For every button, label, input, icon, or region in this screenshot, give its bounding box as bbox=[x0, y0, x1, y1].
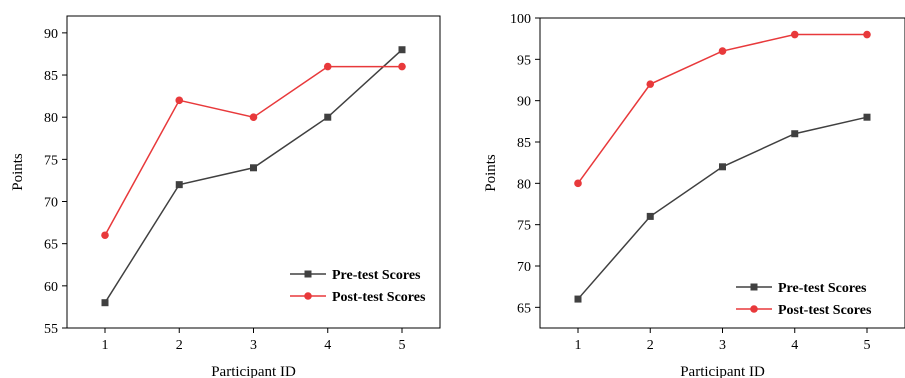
data-point bbox=[101, 299, 109, 307]
data-point bbox=[574, 295, 582, 303]
chart-1: 55 60 65 70 75 80 85 90 1 2 3 4 5 Participant ID Point… bbox=[10, 15, 441, 378]
series-pre-test-scores bbox=[574, 113, 871, 303]
y-tick-label: 75 bbox=[517, 219, 531, 234]
y-tick-label: 95 bbox=[517, 53, 531, 68]
y-tick-label: 80 bbox=[517, 177, 531, 192]
data-point bbox=[791, 130, 799, 138]
series-pre-test-scores bbox=[101, 46, 406, 307]
data-point bbox=[646, 80, 655, 88]
legend-marker bbox=[750, 305, 758, 313]
y-tick-label: 55 bbox=[44, 322, 58, 337]
legend-marker bbox=[750, 283, 758, 291]
x-tick-label: 3 bbox=[250, 338, 257, 353]
x-tick-label: 4 bbox=[324, 338, 331, 353]
legend-label: Post-test Scores bbox=[332, 290, 426, 305]
series-line bbox=[104, 65, 402, 236]
x-tick-label: 3 bbox=[719, 338, 726, 353]
data-point bbox=[863, 30, 871, 39]
data-point bbox=[863, 113, 871, 121]
x-tick-label: 1 bbox=[102, 338, 109, 353]
y-tick-label: 90 bbox=[517, 95, 531, 110]
y-tick-label: 70 bbox=[44, 196, 58, 211]
legend-label: Pre-test Scores bbox=[778, 281, 867, 296]
y-tick-label: 85 bbox=[44, 69, 58, 84]
series-line bbox=[577, 116, 868, 300]
data-point bbox=[323, 62, 332, 71]
x-tick-label: 5 bbox=[864, 338, 871, 353]
y-axis-title: Points bbox=[483, 154, 499, 192]
chart-2: 65 70 75 80 85 90 95 100 1 2 3 4 5 Participant ID Poin… bbox=[483, 12, 905, 378]
legend: Pre-test Scores Post-test Scores bbox=[736, 281, 872, 318]
x-tick-label: 2 bbox=[647, 338, 654, 353]
x-tick-label: 5 bbox=[399, 338, 406, 353]
x-tick-label: 1 bbox=[575, 338, 582, 353]
data-point bbox=[175, 96, 184, 105]
data-point bbox=[718, 47, 727, 55]
data-point bbox=[398, 62, 406, 71]
x-axis-title: Participant ID bbox=[211, 364, 296, 378]
y-tick-label: 90 bbox=[44, 27, 58, 42]
series-line bbox=[104, 49, 403, 304]
x-axis-title: Participant ID bbox=[680, 364, 765, 378]
legend-marker bbox=[304, 270, 312, 278]
data-point bbox=[249, 113, 258, 121]
data-point bbox=[719, 163, 726, 171]
y-tick-label: 65 bbox=[44, 238, 58, 253]
data-point bbox=[646, 212, 654, 220]
y-tick-label: 75 bbox=[44, 153, 58, 168]
y-axis-title: Points bbox=[10, 153, 26, 191]
series-post-test-scores bbox=[574, 30, 871, 188]
x-tick-label: 4 bbox=[791, 338, 798, 353]
legend-label: Pre-test Scores bbox=[332, 268, 421, 283]
y-tick-label: 80 bbox=[44, 111, 58, 126]
data-point bbox=[790, 30, 799, 39]
y-tick-label: 60 bbox=[44, 280, 58, 295]
y-tick-label: 85 bbox=[517, 136, 531, 151]
data-point bbox=[324, 113, 332, 121]
y-tick-label: 70 bbox=[517, 260, 531, 275]
data-point bbox=[101, 231, 109, 240]
legend-label: Post-test Scores bbox=[778, 303, 872, 318]
legend-marker bbox=[304, 292, 312, 300]
data-point bbox=[398, 46, 406, 54]
y-tick-label: 100 bbox=[510, 12, 531, 27]
data-point bbox=[250, 164, 257, 172]
data-point bbox=[574, 179, 582, 188]
legend: Pre-test Scores Post-test Scores bbox=[290, 268, 426, 305]
series-line bbox=[577, 33, 867, 184]
y-tick-label: 65 bbox=[517, 301, 531, 316]
data-point bbox=[175, 181, 183, 189]
series-post-test-scores bbox=[101, 62, 406, 240]
x-tick-label: 2 bbox=[176, 338, 183, 353]
